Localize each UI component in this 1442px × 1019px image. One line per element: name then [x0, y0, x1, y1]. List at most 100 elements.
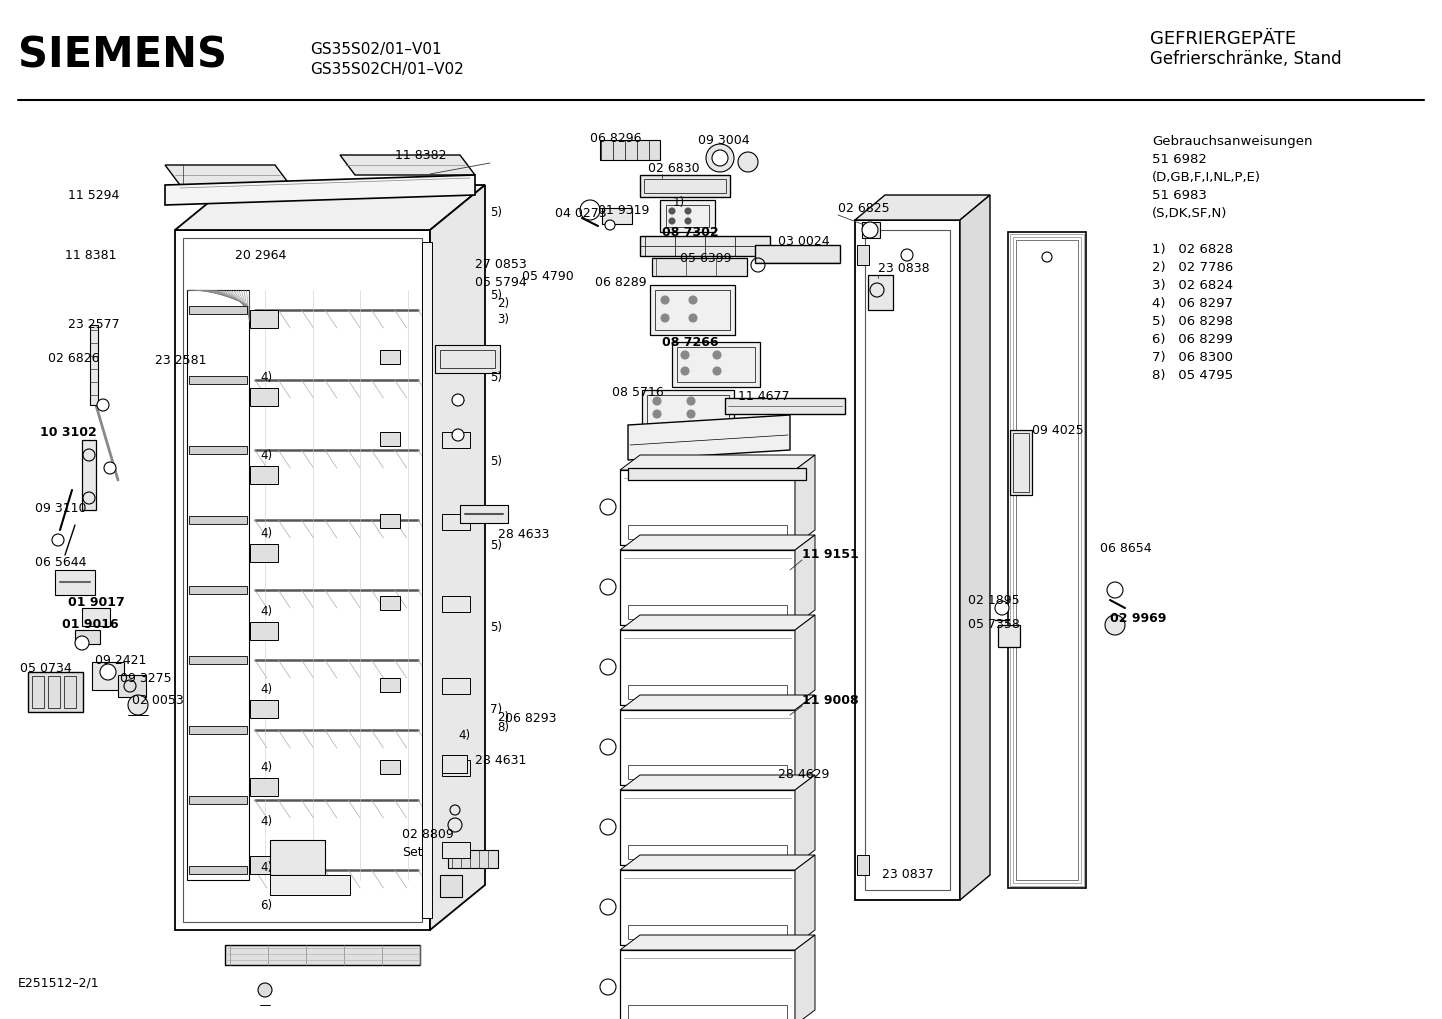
- Circle shape: [681, 367, 689, 375]
- Bar: [249, 777, 278, 796]
- Text: 4): 4): [260, 372, 273, 384]
- Text: GS35S02CH/01–V02: GS35S02CH/01–V02: [310, 62, 464, 77]
- Circle shape: [75, 636, 89, 650]
- Text: 08 7266: 08 7266: [662, 335, 718, 348]
- Text: 11 5294: 11 5294: [68, 189, 120, 202]
- Bar: [27, 672, 84, 712]
- Bar: [660, 200, 715, 232]
- Bar: [189, 866, 247, 874]
- Text: 51 6983: 51 6983: [1152, 189, 1207, 202]
- Text: 6): 6): [260, 899, 273, 912]
- Bar: [1012, 237, 1082, 883]
- Text: 8)   05 4795: 8) 05 4795: [1152, 369, 1233, 382]
- Circle shape: [681, 351, 689, 359]
- Text: 2): 2): [497, 710, 509, 723]
- Text: 23 0837: 23 0837: [883, 868, 933, 881]
- Bar: [92, 662, 124, 690]
- Polygon shape: [620, 855, 815, 870]
- Polygon shape: [174, 185, 485, 230]
- Bar: [440, 875, 461, 897]
- Polygon shape: [620, 695, 815, 710]
- Text: 28 4629: 28 4629: [779, 768, 829, 782]
- Text: 01 9319: 01 9319: [598, 204, 649, 216]
- Bar: [249, 622, 278, 640]
- Bar: [189, 586, 247, 594]
- Bar: [82, 440, 97, 510]
- Bar: [443, 678, 470, 694]
- Bar: [249, 700, 278, 718]
- Polygon shape: [430, 185, 485, 930]
- Text: 4)   06 8297: 4) 06 8297: [1152, 297, 1233, 310]
- Circle shape: [600, 659, 616, 675]
- Circle shape: [600, 579, 616, 595]
- Text: 02 1895: 02 1895: [968, 593, 1019, 606]
- Circle shape: [707, 144, 734, 172]
- Bar: [1009, 234, 1084, 886]
- Bar: [650, 285, 735, 335]
- Bar: [443, 755, 467, 773]
- Circle shape: [669, 208, 675, 214]
- Text: 4): 4): [459, 729, 470, 742]
- Bar: [174, 230, 430, 930]
- Bar: [857, 855, 870, 875]
- Text: 2)   02 7786: 2) 02 7786: [1152, 261, 1233, 274]
- Bar: [183, 238, 423, 922]
- Polygon shape: [795, 695, 815, 785]
- Text: 03 0024: 03 0024: [779, 234, 829, 248]
- Bar: [75, 630, 99, 644]
- Circle shape: [258, 983, 273, 997]
- Text: 8): 8): [497, 720, 509, 734]
- Circle shape: [97, 399, 110, 411]
- Circle shape: [686, 397, 695, 405]
- Circle shape: [653, 397, 660, 405]
- Text: 11 9008: 11 9008: [802, 694, 858, 706]
- Bar: [32, 676, 45, 708]
- Polygon shape: [164, 175, 474, 205]
- Bar: [666, 205, 709, 227]
- Bar: [1017, 240, 1079, 880]
- Circle shape: [660, 296, 669, 304]
- Bar: [620, 790, 795, 865]
- Bar: [629, 925, 787, 938]
- Circle shape: [1043, 252, 1053, 262]
- Bar: [865, 230, 950, 890]
- Bar: [629, 845, 787, 859]
- Text: 51 6982: 51 6982: [1152, 153, 1207, 166]
- Text: 23 2577: 23 2577: [68, 319, 120, 331]
- Bar: [629, 525, 787, 539]
- Circle shape: [128, 695, 149, 715]
- Text: 4): 4): [260, 815, 273, 828]
- Bar: [423, 242, 433, 918]
- Bar: [189, 796, 247, 804]
- Bar: [655, 290, 730, 330]
- Circle shape: [99, 664, 115, 680]
- Text: 02 0053: 02 0053: [133, 694, 183, 706]
- Text: 06 8296: 06 8296: [590, 131, 642, 145]
- Polygon shape: [795, 535, 815, 625]
- Text: Gefrierschränke, Stand: Gefrierschränke, Stand: [1151, 50, 1341, 68]
- Text: 11 8381: 11 8381: [65, 249, 117, 262]
- Bar: [440, 350, 495, 368]
- Text: 06 8654: 06 8654: [1100, 541, 1152, 554]
- Text: 5): 5): [490, 455, 502, 469]
- Polygon shape: [795, 935, 815, 1019]
- Bar: [448, 850, 497, 868]
- Text: 4): 4): [260, 528, 273, 540]
- Text: 09 4025: 09 4025: [1032, 424, 1083, 436]
- Text: 09 3004: 09 3004: [698, 133, 750, 147]
- Circle shape: [600, 739, 616, 755]
- Text: 02 9969: 02 9969: [1110, 611, 1167, 625]
- Text: 23 0838: 23 0838: [878, 262, 930, 274]
- Bar: [189, 306, 247, 314]
- Text: 09 2421: 09 2421: [95, 653, 147, 666]
- Text: 11 4677: 11 4677: [738, 390, 790, 404]
- Text: 06 8289: 06 8289: [596, 275, 646, 288]
- Bar: [601, 208, 632, 224]
- Circle shape: [1105, 615, 1125, 635]
- Polygon shape: [795, 855, 815, 945]
- Text: 02 6825: 02 6825: [838, 202, 890, 215]
- Circle shape: [738, 152, 758, 172]
- Text: 1): 1): [673, 196, 685, 209]
- Text: 4): 4): [260, 761, 273, 774]
- Bar: [862, 222, 880, 238]
